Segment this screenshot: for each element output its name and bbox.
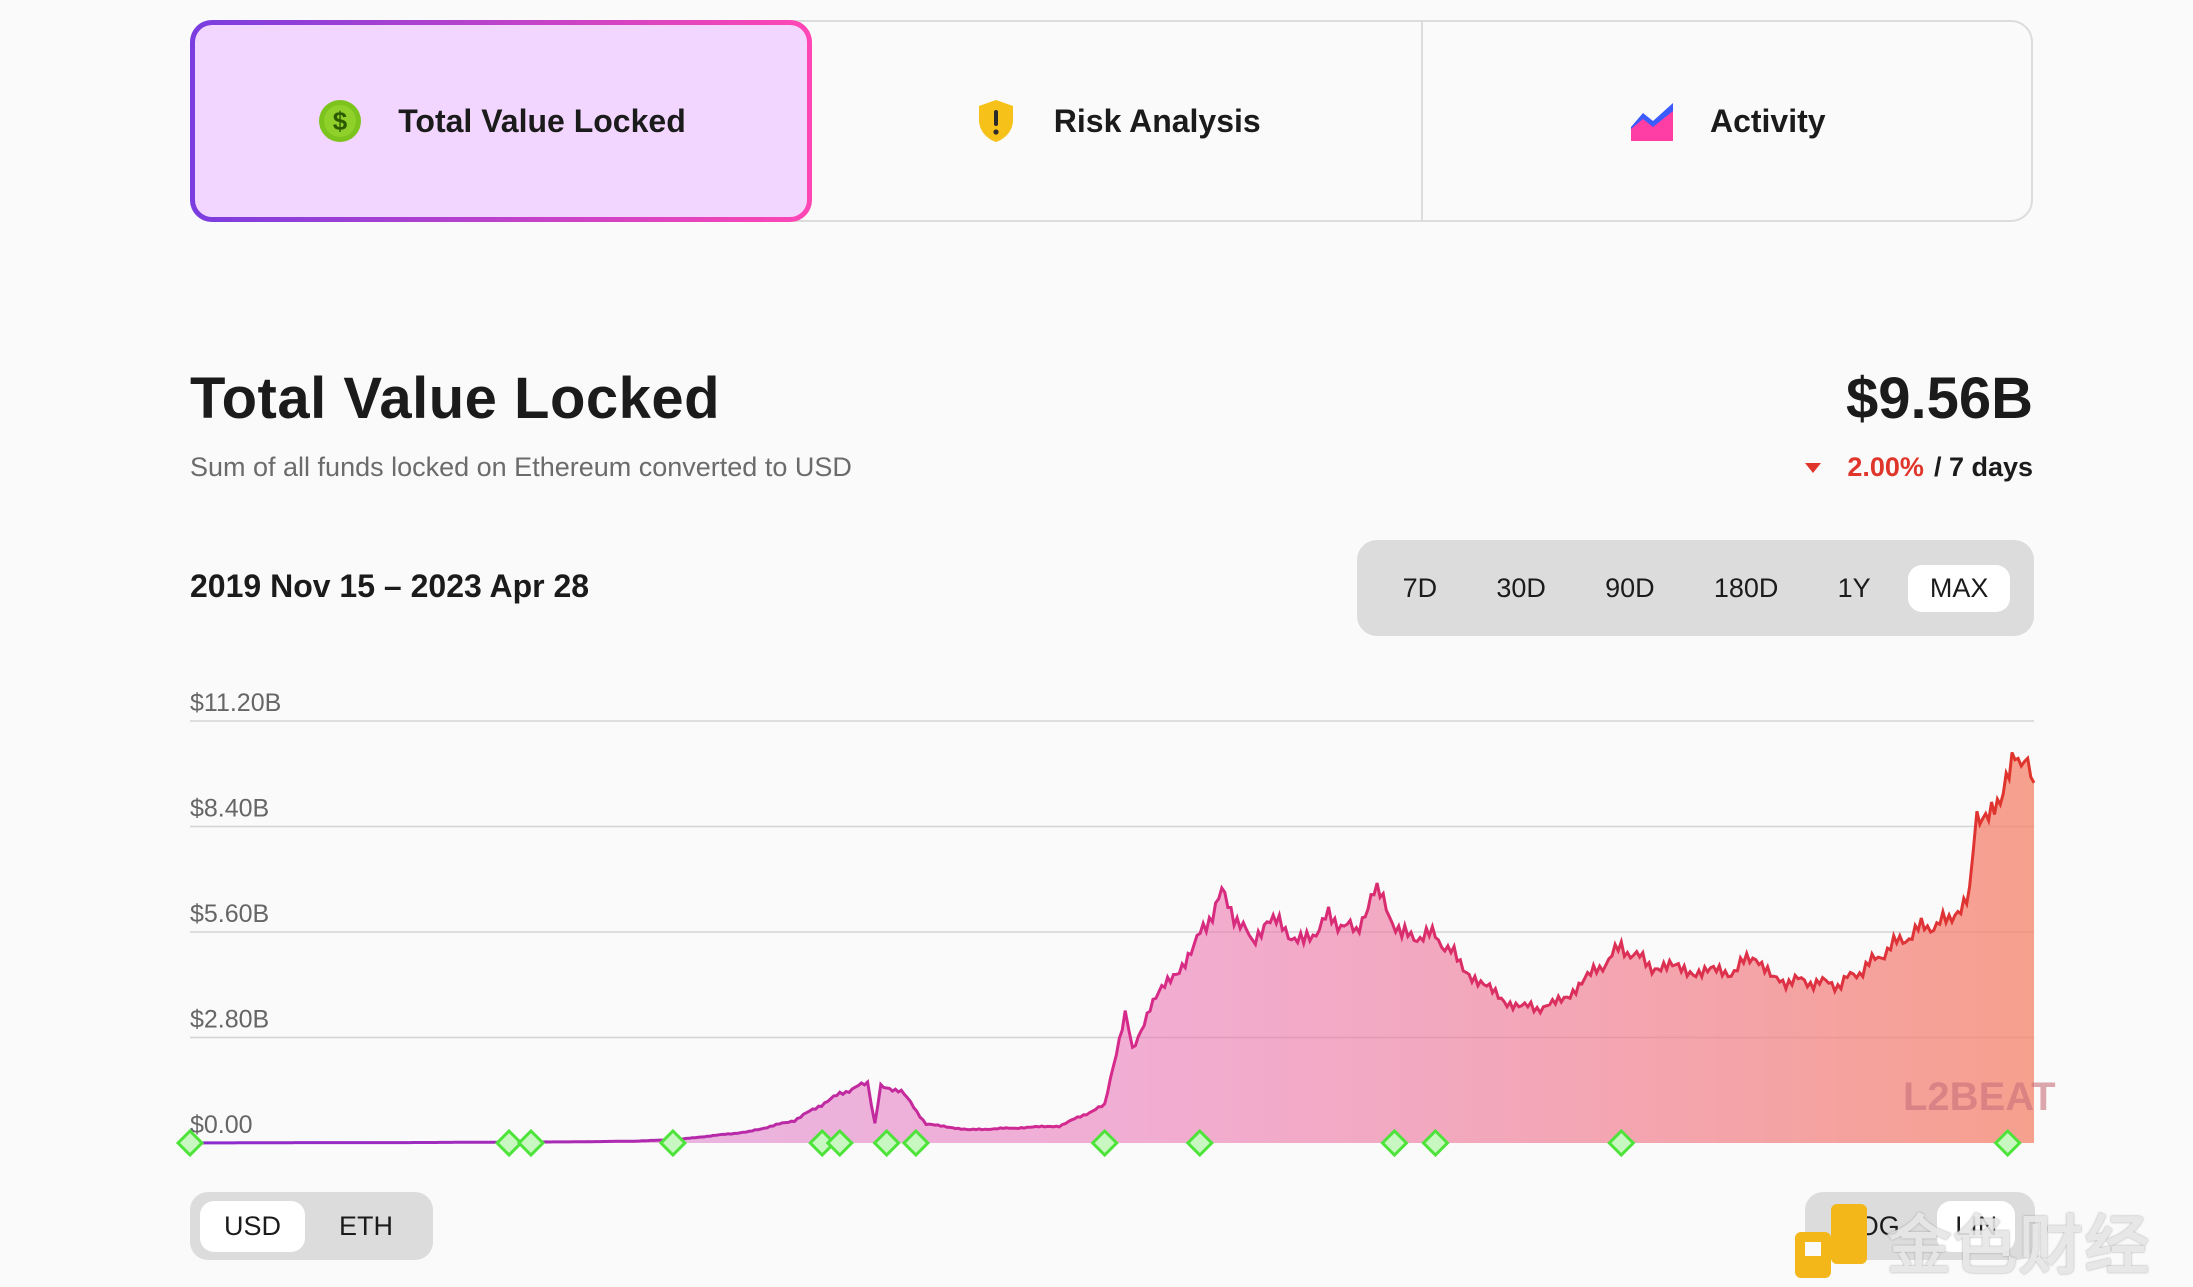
milestone-marker[interactable] bbox=[872, 1128, 901, 1158]
tab-risk-analysis[interactable]: Risk Analysis bbox=[812, 22, 1423, 220]
period-max[interactable]: MAX bbox=[1907, 564, 2011, 612]
milestone-marker[interactable] bbox=[1380, 1128, 1409, 1158]
milestone-marker[interactable] bbox=[658, 1128, 688, 1158]
change-period: / 7 days bbox=[1933, 452, 2033, 482]
milestone-marker[interactable] bbox=[1185, 1128, 1214, 1158]
currency-usd[interactable]: USD bbox=[200, 1200, 306, 1252]
milestone-marker[interactable] bbox=[1607, 1128, 1636, 1158]
scale-lin[interactable]: LIN bbox=[1937, 1200, 2016, 1252]
change-percent: 2.00% bbox=[1847, 452, 1924, 482]
currency-toggle: USD ETH bbox=[190, 1192, 433, 1260]
tab-label: Risk Analysis bbox=[1053, 102, 1261, 139]
y-tick-label: $2.80B bbox=[190, 1006, 269, 1034]
page-subtitle: Sum of all funds locked on Ethereum conv… bbox=[190, 452, 852, 482]
tab-bar: $ Total Value Locked Risk Analysis Activ… bbox=[190, 20, 2033, 222]
milestone-marker[interactable] bbox=[1090, 1128, 1119, 1158]
tvl-value: $9.56B bbox=[1845, 366, 2033, 431]
period-90d[interactable]: 90D bbox=[1605, 572, 1655, 603]
tvl-area bbox=[190, 752, 2034, 1143]
period-180d[interactable]: 180D bbox=[1713, 572, 1779, 603]
milestone-marker[interactable] bbox=[516, 1128, 546, 1158]
dollar-coin-icon: $ bbox=[316, 97, 364, 145]
brand-watermark: 金色财经 bbox=[1795, 1195, 2151, 1287]
milestone-marker[interactable] bbox=[494, 1128, 524, 1158]
y-tick-label: $11.20B bbox=[190, 689, 281, 717]
milestone-marker[interactable] bbox=[1421, 1128, 1450, 1158]
l2beat-watermark: L2BEAT bbox=[1903, 1075, 2056, 1119]
period-7d[interactable]: 7D bbox=[1402, 572, 1438, 603]
activity-chart-icon bbox=[1628, 97, 1676, 145]
tvl-change: 2.00% / 7 days bbox=[1805, 452, 2033, 483]
brand-text: 金色财经 bbox=[1887, 1210, 2151, 1282]
period-selector: 7D 30D 90D 180D 1Y MAX bbox=[1357, 540, 2034, 636]
milestone-marker[interactable] bbox=[1993, 1128, 2022, 1158]
tab-activity[interactable]: Activity bbox=[1423, 22, 2032, 220]
milestone-marker[interactable] bbox=[825, 1128, 854, 1158]
period-30d[interactable]: 30D bbox=[1496, 572, 1546, 603]
tab-label: Total Value Locked bbox=[398, 102, 686, 139]
down-arrow-icon bbox=[1805, 462, 1822, 473]
milestone-marker[interactable] bbox=[808, 1128, 837, 1158]
y-tick-label: $8.40B bbox=[190, 795, 269, 823]
currency-eth[interactable]: ETH bbox=[339, 1210, 394, 1241]
page-title: Total Value Locked bbox=[190, 366, 721, 431]
tab-total-value-locked[interactable]: $ Total Value Locked bbox=[190, 20, 812, 222]
y-tick-label: $5.60B bbox=[190, 900, 269, 928]
tab-label: Activity bbox=[1709, 102, 1826, 139]
milestone-marker[interactable] bbox=[901, 1128, 931, 1158]
shield-warning-icon bbox=[972, 97, 1020, 145]
date-range: 2019 Nov 15 – 2023 Apr 28 bbox=[190, 568, 590, 604]
y-tick-label: $0.00 bbox=[190, 1111, 253, 1139]
svg-text:$: $ bbox=[333, 106, 348, 136]
milestone-marker[interactable] bbox=[175, 1128, 205, 1158]
tvl-line bbox=[190, 751, 2036, 1145]
brand-logo-icon bbox=[1795, 1204, 1867, 1278]
period-1y[interactable]: 1Y bbox=[1837, 572, 1871, 603]
